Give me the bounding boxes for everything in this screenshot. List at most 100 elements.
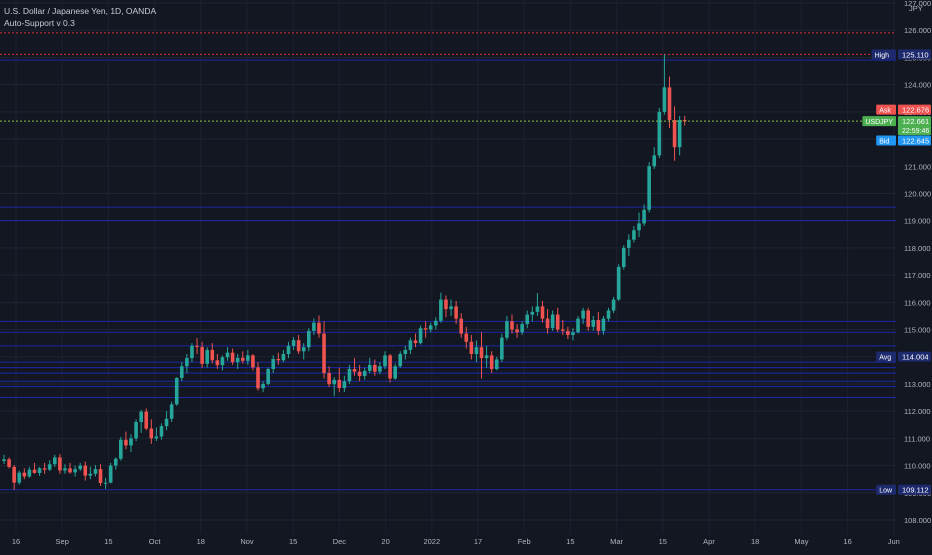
candle: [616, 264, 621, 301]
candle-body: [459, 318, 463, 334]
price-tick-label: 112.000: [904, 407, 931, 416]
candle: [464, 326, 469, 349]
candle: [124, 431, 128, 450]
candle-body: [378, 366, 382, 372]
candle-body: [154, 436, 159, 439]
candle-body: [540, 306, 545, 319]
candle: [230, 348, 235, 365]
candle: [342, 375, 347, 393]
candle-body: [124, 439, 128, 446]
candle: [2, 454, 6, 464]
candle-body: [256, 367, 260, 389]
candle-body: [591, 320, 596, 327]
candle-body: [337, 379, 342, 389]
candle-body: [489, 355, 494, 369]
candle-body: [68, 468, 72, 473]
candle-body: [17, 472, 22, 483]
candle: [611, 296, 616, 314]
badge-bid: Bid 122.645: [876, 135, 931, 146]
candle-body: [601, 318, 606, 331]
badge-value: 114.004: [902, 353, 929, 362]
candle-body: [662, 87, 667, 112]
price-tick-label: 127.000: [904, 0, 931, 8]
candle-body: [530, 311, 535, 315]
time-tick-label: 18: [197, 537, 205, 546]
candle-body: [682, 120, 687, 122]
candle: [17, 470, 22, 485]
candle: [586, 307, 590, 331]
indicator-title: Auto-Support v 0.3: [4, 18, 75, 28]
badge-value-bg: [898, 135, 931, 146]
price-tick-label: 118.000: [904, 244, 931, 253]
badge-label: Low: [879, 488, 893, 495]
candle: [210, 343, 215, 364]
candle: [301, 343, 306, 360]
candle: [388, 354, 392, 383]
candle: [454, 300, 458, 325]
candle: [225, 347, 230, 361]
candle: [271, 355, 276, 374]
candle: [317, 315, 321, 338]
candle-body: [103, 482, 108, 484]
price-tick-label: 124.000: [904, 81, 931, 90]
candle: [505, 315, 509, 341]
candle-body: [474, 347, 479, 355]
candle: [240, 351, 245, 364]
candle-body: [357, 371, 362, 377]
candle-body: [129, 438, 133, 446]
badge-label: USDJPY: [865, 119, 893, 126]
candle: [276, 352, 281, 365]
candle: [362, 367, 367, 380]
candle: [540, 300, 545, 323]
candle-body: [37, 468, 42, 473]
candle-body: [113, 458, 118, 466]
candle-body: [454, 306, 458, 319]
candle-body: [225, 352, 230, 358]
candle: [129, 434, 133, 452]
candle: [642, 204, 646, 227]
candle: [32, 462, 37, 474]
candle-body: [383, 355, 387, 367]
badge-usdjpy: USDJPY 122.661 22:59:46: [862, 116, 931, 136]
price-badges: High 125.110 Ask 122.676 USDJPY 122.661 22:59:…: [862, 49, 931, 495]
candle: [27, 466, 32, 478]
candle-body: [317, 322, 321, 334]
candle-body: [515, 329, 519, 333]
time-tick-label: Oct: [149, 537, 162, 546]
price-tick-label: 108.000: [904, 516, 931, 525]
candle-body: [83, 465, 88, 476]
candle-body: [494, 359, 499, 369]
candle: [154, 427, 159, 442]
candle: [190, 343, 194, 363]
candle-body: [418, 328, 423, 344]
candle-body: [215, 360, 220, 366]
candle: [93, 465, 98, 477]
time-tick-label: Jun: [888, 537, 900, 546]
candle: [550, 310, 555, 331]
candle: [657, 107, 662, 159]
candle: [139, 409, 143, 433]
candle: [83, 461, 88, 481]
support-levels: [0, 59, 896, 491]
candle: [53, 454, 57, 467]
badge-value-bg: [898, 351, 931, 362]
candle-body: [159, 426, 164, 437]
candle: [525, 310, 530, 329]
candle-body: [195, 345, 199, 347]
candle: [180, 362, 184, 382]
time-tick-label: Mar: [610, 537, 623, 546]
candle-body: [428, 325, 433, 330]
time-tick-label: 20: [381, 537, 389, 546]
candle: [169, 401, 174, 423]
candle-body: [301, 347, 306, 352]
candle: [403, 345, 408, 360]
candle: [195, 337, 199, 355]
badge-value-bg: [898, 116, 931, 136]
badge-value-bg: [898, 484, 931, 495]
candle-body: [403, 349, 408, 355]
badge-label: Ask: [879, 108, 891, 115]
candle: [22, 468, 27, 480]
candle-body: [312, 322, 316, 331]
